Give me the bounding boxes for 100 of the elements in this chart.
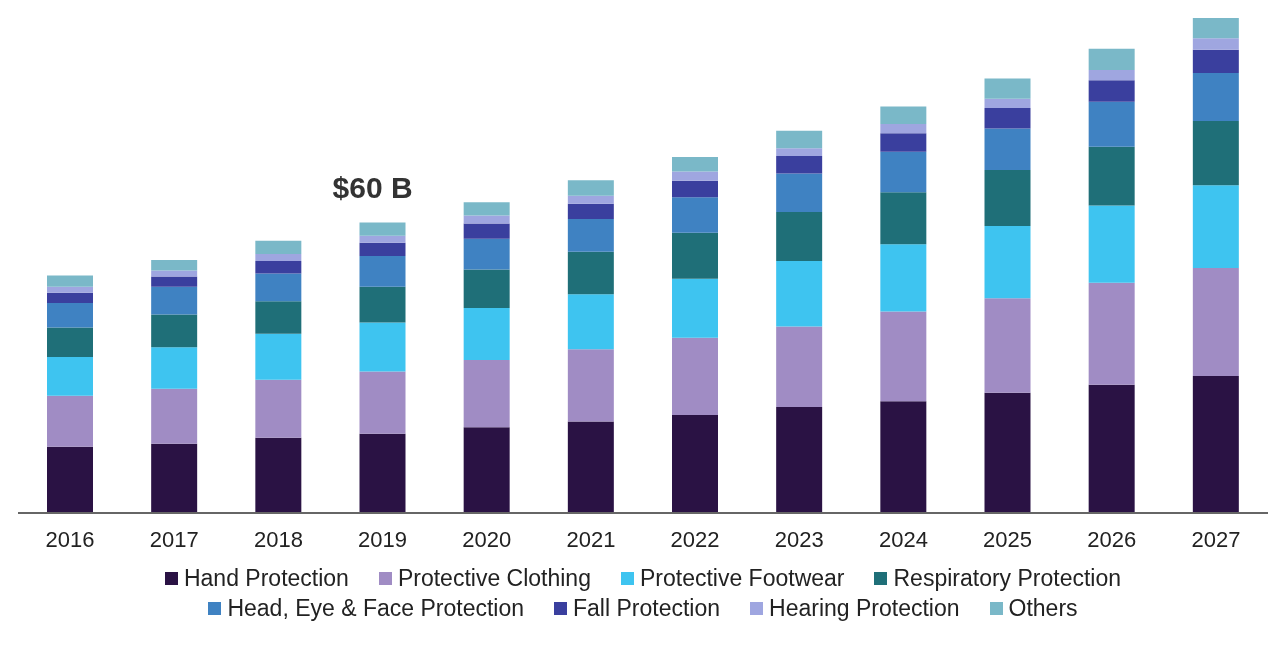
- bar: [567, 421, 614, 513]
- bar: [567, 294, 614, 350]
- bar: [1088, 80, 1135, 102]
- bar: [984, 108, 1031, 129]
- annotation: $60 B: [332, 171, 413, 205]
- bar: [1192, 72, 1239, 121]
- x-tick-label: 2022: [670, 526, 720, 552]
- bar: [1088, 48, 1135, 70]
- bar: [151, 388, 198, 444]
- x-tick-label: 2017: [149, 526, 199, 552]
- bar: [151, 276, 198, 287]
- bar: [359, 286, 406, 323]
- bar: [984, 298, 1031, 393]
- bar: [1088, 384, 1135, 513]
- x-tick-label: 2026: [1087, 526, 1137, 552]
- bar: [984, 128, 1031, 170]
- bar: [1088, 282, 1135, 385]
- bar: [47, 327, 93, 358]
- bar: [359, 242, 406, 257]
- bar: [47, 357, 93, 396]
- bar: [1192, 375, 1239, 513]
- bar: [255, 273, 302, 302]
- legend-label: Hand Protection: [182, 564, 349, 593]
- x-tick-label: 2025: [983, 526, 1033, 552]
- bar: [880, 106, 927, 124]
- bar: [359, 322, 406, 372]
- x-tick-label: 2023: [774, 526, 824, 552]
- bar: [255, 261, 302, 274]
- bar: [984, 78, 1031, 99]
- bar: [672, 232, 718, 279]
- bar: [359, 235, 406, 243]
- bar: [255, 333, 302, 380]
- bar: [1192, 267, 1239, 376]
- x-tick-label: 2021: [566, 526, 616, 552]
- bar: [880, 192, 927, 245]
- bar: [151, 260, 198, 271]
- bar: [255, 437, 302, 513]
- bar: [151, 270, 198, 277]
- bar: [255, 379, 302, 438]
- bar: [672, 171, 718, 181]
- bar: [567, 218, 614, 252]
- bar: [880, 244, 927, 312]
- legend-label: Head, Eye & Face Protection: [226, 594, 525, 623]
- bar: [776, 407, 823, 513]
- bar: [776, 212, 823, 262]
- bar: [47, 395, 93, 447]
- x-tick-label: 2020: [462, 526, 512, 552]
- bar: [984, 392, 1031, 513]
- bar: [47, 275, 93, 287]
- bar: [672, 180, 718, 198]
- bar: [463, 238, 510, 270]
- bar: [672, 278, 718, 338]
- bar: [984, 98, 1031, 109]
- bar: [880, 311, 927, 402]
- bar: [672, 157, 718, 172]
- bar: [463, 202, 510, 216]
- x-tick-label: 2018: [253, 526, 303, 552]
- bar: [463, 308, 510, 361]
- bar: [1192, 38, 1239, 50]
- x-tick-label: 2024: [878, 526, 928, 552]
- bar: [984, 169, 1031, 226]
- bar: [255, 254, 302, 262]
- bar: [776, 130, 823, 149]
- bar: [151, 286, 198, 315]
- bar: [1192, 185, 1239, 268]
- bar: [463, 223, 510, 239]
- bar: [776, 326, 823, 408]
- x-tick-label: 2016: [45, 526, 95, 552]
- legend-label: Hearing Protection: [768, 594, 960, 623]
- bar: [1088, 146, 1135, 206]
- bar: [255, 240, 302, 255]
- bar: [463, 360, 510, 428]
- bar: [359, 371, 406, 434]
- bar: [880, 123, 927, 134]
- x-tick-label: 2027: [1191, 526, 1241, 552]
- bar: [151, 347, 198, 389]
- bar: [1088, 205, 1135, 283]
- bar: [672, 414, 718, 513]
- bar: [672, 197, 718, 233]
- bar: [776, 173, 823, 213]
- bar: [880, 151, 927, 193]
- bar: [47, 446, 93, 513]
- legend-label: Fall Protection: [572, 594, 721, 623]
- bar: [47, 303, 93, 328]
- bar: [47, 286, 93, 293]
- bar: [567, 349, 614, 422]
- bar: [567, 251, 614, 295]
- bar: [463, 269, 510, 309]
- bar: [1088, 69, 1135, 81]
- bar: [463, 427, 510, 513]
- legend-label: Others: [1007, 594, 1078, 623]
- bar: [880, 133, 927, 152]
- bar: [984, 225, 1031, 299]
- bar: [672, 337, 718, 415]
- bar: [1192, 18, 1239, 39]
- bar: [776, 148, 823, 157]
- legend-label: Respiratory Protection: [892, 564, 1122, 593]
- bar: [1088, 101, 1135, 147]
- bar: [1192, 49, 1239, 73]
- bar: [47, 292, 93, 304]
